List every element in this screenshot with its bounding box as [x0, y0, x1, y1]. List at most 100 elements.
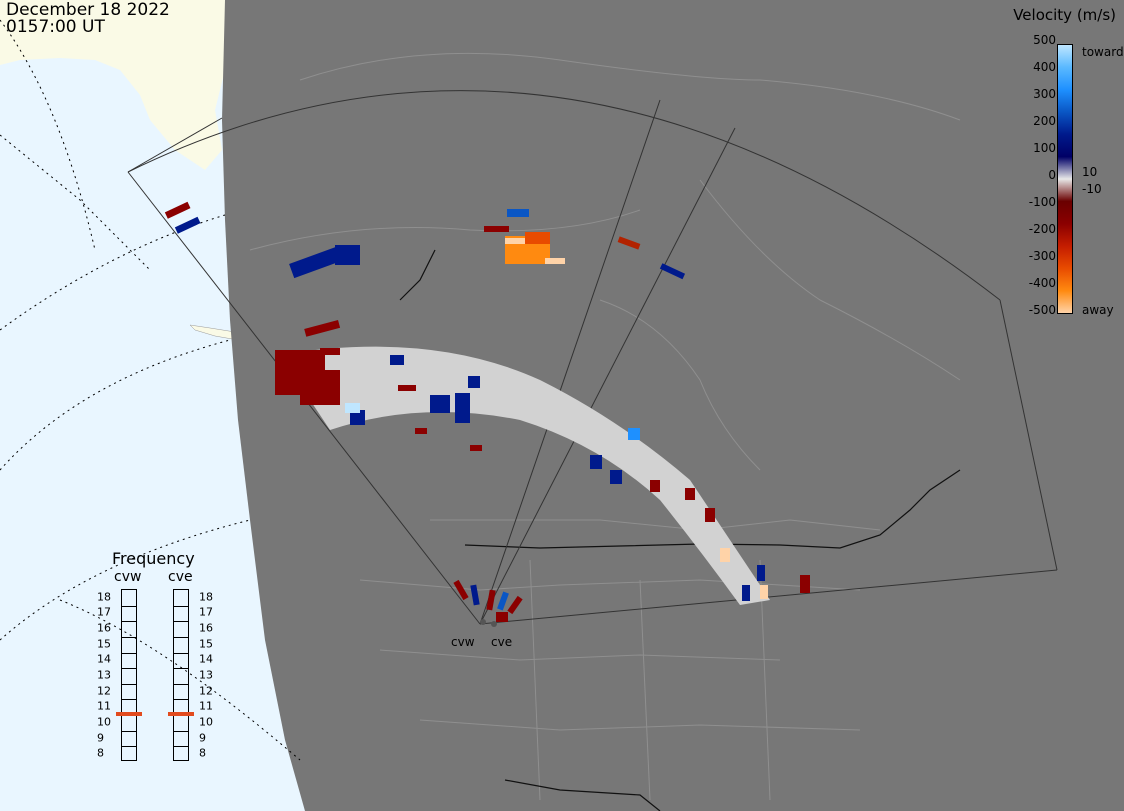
frequency-tick-label: 15: [97, 637, 111, 651]
frequency-marker: [116, 712, 142, 717]
frequency-gridline: [122, 683, 136, 685]
velocity-tick-label: 0: [1048, 168, 1056, 182]
night-region: [222, 0, 1124, 811]
frequency-marker: [168, 712, 194, 717]
frequency-tick-label: 13: [199, 668, 213, 682]
frequency-gridline: [174, 621, 188, 623]
velocity-cell: [628, 428, 640, 440]
velocity-tick-label: -200: [1028, 222, 1056, 236]
velocity-tick-label: 400: [1033, 60, 1056, 74]
frequency-radar-label-cvw: cvw: [114, 569, 142, 585]
away-label: away: [1082, 303, 1114, 317]
velocity-tick-label: -300: [1028, 249, 1056, 263]
low-velocity-band: [280, 346, 770, 605]
velocity-cell: [164, 201, 191, 219]
velocity-cell: [486, 589, 496, 611]
frequency-gridline: [122, 621, 136, 623]
radar-site-marker-cvw: [480, 619, 486, 625]
frequency-gridline: [122, 636, 136, 638]
velocity-cell: [304, 319, 341, 337]
frequency-gridline: [122, 746, 136, 748]
frequency-gridline: [174, 668, 188, 670]
velocity-cell: [507, 209, 529, 217]
velocity-cell: [455, 393, 470, 423]
velocity-tick-label: -100: [1028, 195, 1056, 209]
velocity-cell: [650, 480, 660, 492]
velocity-cell: [350, 410, 365, 425]
date-label: December 18 2022: [6, 0, 170, 20]
toward-label: toward: [1082, 45, 1124, 59]
site-label-cvw: cvw: [451, 635, 475, 649]
sunlit-landmass: [0, 0, 225, 170]
velocity-cell: [720, 548, 730, 562]
frequency-gridline: [174, 683, 188, 685]
positive-threshold-label: 10: [1082, 165, 1098, 179]
velocity-cell: [545, 258, 565, 264]
velocity-cell: [590, 455, 602, 469]
frequency-column-cvw: [121, 589, 137, 761]
field-of-view-outline: [127, 90, 1058, 625]
frequency-gridline: [174, 636, 188, 638]
velocity-tick-label: -500: [1028, 303, 1056, 317]
velocity-cell: [496, 612, 508, 622]
frequency-tick-label: 8: [97, 746, 104, 760]
time-label: 0157:00 UT: [6, 17, 105, 37]
velocity-cell: [742, 585, 750, 601]
velocity-colorbar: [1057, 44, 1073, 314]
velocity-cell: [300, 370, 340, 405]
velocity-cell: [685, 488, 695, 500]
velocity-cell: [705, 508, 715, 522]
frequency-tick-label: 17: [97, 605, 111, 619]
velocity-tick-label: 300: [1033, 87, 1056, 101]
frequency-tick-label: 10: [97, 715, 111, 729]
velocity-cell: [453, 579, 469, 601]
frequency-tick-label: 12: [199, 684, 213, 698]
frequency-radar-label-cve: cve: [168, 569, 193, 585]
frequency-tick-label: 10: [199, 715, 213, 729]
velocity-cell: [335, 245, 360, 265]
frequency-tick-label: 13: [97, 668, 111, 682]
frequency-tick-label: 11: [199, 699, 213, 713]
frequency-gridline: [174, 730, 188, 732]
velocity-cell: [760, 585, 768, 599]
velocity-cell: [507, 595, 523, 615]
site-label-cve: cve: [491, 635, 513, 649]
velocity-cell: [470, 445, 482, 451]
velocity-cell: [617, 236, 641, 250]
backscatter-cells: [164, 201, 810, 622]
frequency-tick-label: 11: [97, 699, 111, 713]
velocity-cell: [345, 403, 360, 413]
velocity-cell: [659, 263, 686, 280]
velocity-cell: [800, 575, 810, 593]
frequency-tick-label: 18: [199, 590, 213, 604]
velocity-cell: [415, 428, 427, 434]
frequency-tick-label: 12: [97, 684, 111, 698]
frequency-tick-label: 16: [97, 621, 111, 635]
frequency-title: Frequency: [112, 549, 195, 568]
velocity-tick-label: 100: [1033, 141, 1056, 155]
velocity-cell: [505, 238, 525, 244]
velocity-cell: [430, 395, 450, 413]
velocity-tick-label: 500: [1033, 33, 1056, 47]
frequency-column-cve: [173, 589, 189, 761]
frequency-gridline: [122, 730, 136, 732]
frequency-tick-label: 14: [97, 652, 111, 666]
velocity-cell: [610, 470, 622, 484]
frequency-gridline: [174, 746, 188, 748]
velocity-cell: [484, 226, 509, 232]
frequency-gridline: [122, 668, 136, 670]
frequency-tick-label: 9: [97, 731, 104, 745]
velocity-cell: [320, 348, 340, 355]
velocity-cell: [497, 591, 509, 611]
geographic-outlines: [249, 52, 961, 801]
frequency-gridline: [174, 699, 188, 701]
velocity-tick-label: 200: [1033, 114, 1056, 128]
frequency-tick-label: 8: [199, 746, 206, 760]
frequency-gridline: [122, 605, 136, 607]
velocity-cell: [468, 376, 480, 388]
velocity-cell: [390, 355, 404, 365]
frequency-tick-label: 9: [199, 731, 206, 745]
frequency-gridline: [122, 652, 136, 654]
velocity-cell: [174, 216, 201, 234]
velocity-scale-title: Velocity (m/s): [1013, 6, 1116, 24]
